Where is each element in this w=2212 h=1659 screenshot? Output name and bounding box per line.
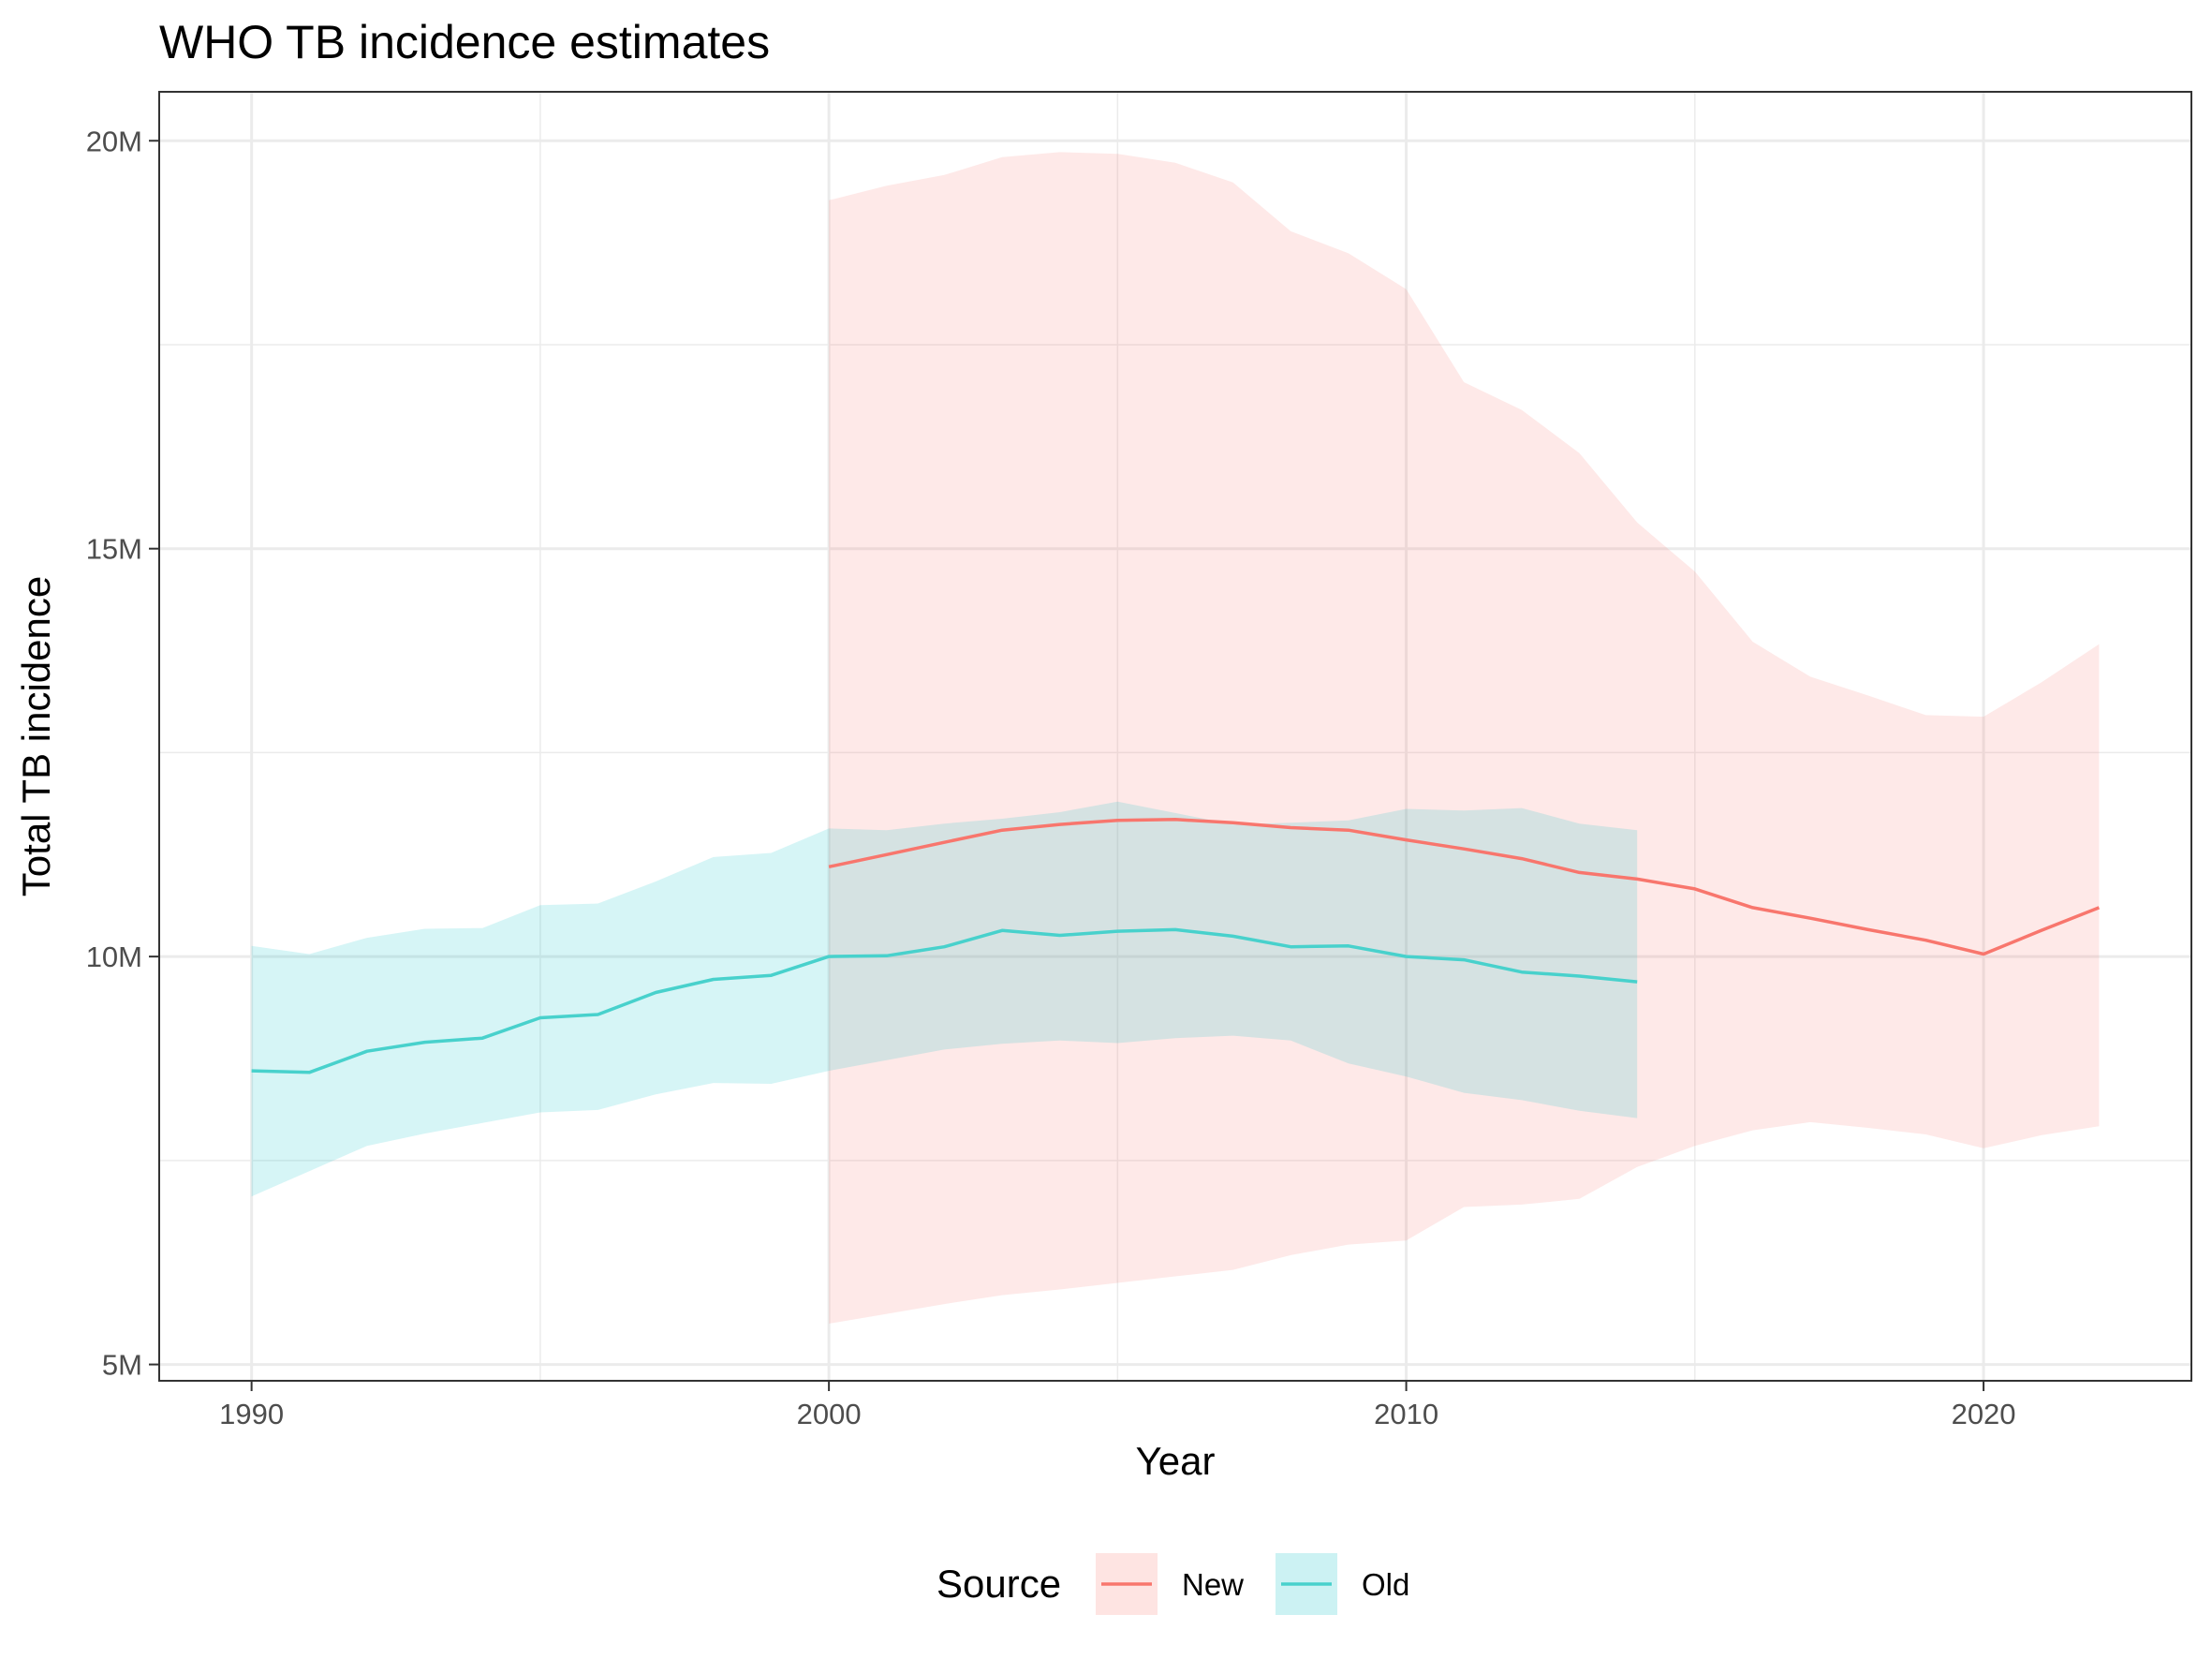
grid-major — [159, 92, 2191, 1381]
band-new — [829, 152, 2100, 1324]
chart-title: WHO TB incidence estimates — [159, 16, 770, 68]
y-tick-label: 5M — [102, 1349, 142, 1382]
legend-label-old: Old — [1362, 1567, 1409, 1602]
x-axis: 1990 2000 2010 2020 — [219, 1381, 2016, 1430]
x-tick-label: 1990 — [219, 1398, 284, 1430]
x-tick-label: 2020 — [1952, 1398, 2016, 1430]
legend: Source New Old — [936, 1553, 1409, 1615]
y-tick-label: 20M — [86, 125, 142, 157]
x-tick-label: 2000 — [797, 1398, 862, 1430]
plot-border — [158, 91, 2192, 1382]
y-axis: 5M 10M 15M 20M — [86, 125, 159, 1382]
series-line-new — [828, 818, 2101, 956]
y-axis-title: Total TB incidence — [14, 576, 58, 896]
grid-minor — [159, 92, 2191, 1381]
band-old — [251, 801, 1638, 1197]
legend-label-new: New — [1182, 1567, 1244, 1602]
confidence-bands — [251, 152, 2100, 1324]
legend-title: Source — [936, 1562, 1061, 1606]
y-tick-label: 10M — [86, 941, 142, 973]
series-line-old — [251, 927, 1638, 1074]
series-lines — [251, 818, 2101, 1074]
x-axis-title: Year — [1136, 1439, 1216, 1483]
x-tick-label: 2010 — [1374, 1398, 1438, 1430]
plot-panel — [159, 92, 2191, 1381]
y-tick-label: 15M — [86, 533, 142, 566]
